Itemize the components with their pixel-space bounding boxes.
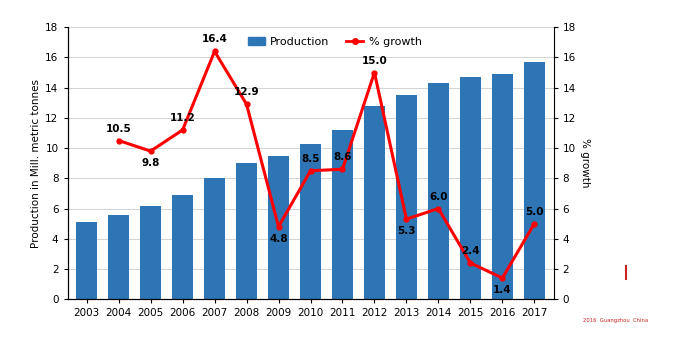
Y-axis label: % growth: % growth — [580, 138, 590, 188]
Bar — [524, 62, 545, 299]
Y-axis label: Production in Mill. metric tonnes: Production in Mill. metric tonnes — [31, 79, 41, 248]
Text: 11.2: 11.2 — [169, 113, 196, 123]
Bar — [396, 95, 417, 299]
Legend: Production, % growth: Production, % growth — [244, 33, 426, 52]
Text: 2016  Guangzhou  China: 2016 Guangzhou China — [583, 318, 649, 323]
Text: 8.5: 8.5 — [301, 154, 320, 164]
Bar — [332, 130, 353, 299]
Bar — [492, 74, 513, 299]
Text: 2.4: 2.4 — [461, 246, 480, 256]
Bar — [300, 143, 321, 299]
Bar — [364, 106, 385, 299]
Text: 9.8: 9.8 — [142, 158, 160, 168]
Bar — [140, 205, 161, 299]
Text: 5.0: 5.0 — [525, 207, 543, 217]
Bar — [268, 156, 289, 299]
Bar — [204, 178, 225, 299]
Bar — [236, 163, 257, 299]
Bar — [76, 222, 97, 299]
Text: 1.4: 1.4 — [493, 285, 512, 295]
Bar — [428, 83, 449, 299]
Text: 8.6: 8.6 — [333, 152, 352, 162]
Text: GOAL: GOAL — [585, 280, 647, 298]
Text: 15.0: 15.0 — [362, 55, 387, 66]
Bar — [108, 215, 129, 299]
Bar — [172, 195, 193, 299]
Text: 6.0: 6.0 — [429, 191, 448, 202]
Text: 16.4: 16.4 — [202, 34, 227, 45]
Bar — [460, 77, 481, 299]
Text: 4.8: 4.8 — [269, 234, 288, 244]
Text: 10.5: 10.5 — [106, 123, 132, 134]
Text: 5.3: 5.3 — [397, 226, 416, 236]
Text: 12.9: 12.9 — [234, 87, 259, 97]
